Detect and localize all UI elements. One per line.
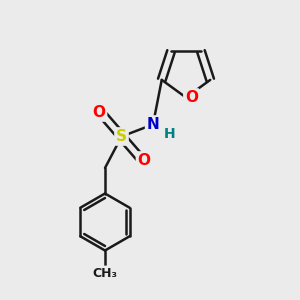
- Text: H: H: [164, 127, 175, 140]
- Text: O: O: [137, 153, 151, 168]
- Text: S: S: [116, 129, 127, 144]
- Text: N: N: [147, 117, 159, 132]
- Text: CH₃: CH₃: [92, 267, 118, 280]
- Text: O: O: [92, 105, 106, 120]
- Text: O: O: [185, 90, 198, 105]
